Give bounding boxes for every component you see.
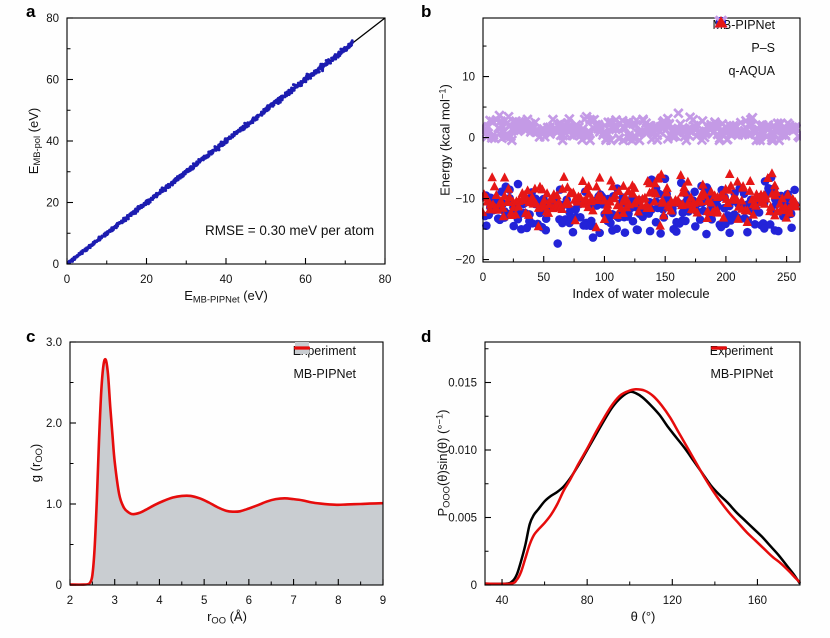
svg-text:7: 7 bbox=[290, 595, 296, 607]
svg-text:250: 250 bbox=[777, 272, 796, 284]
svg-text:4: 4 bbox=[156, 595, 163, 607]
series-P–S bbox=[482, 108, 801, 146]
svg-text:9: 9 bbox=[380, 595, 386, 607]
svg-text:6: 6 bbox=[246, 595, 252, 607]
panel-a-y-axis-title: EMB-pol (eV) bbox=[25, 107, 43, 175]
plot-frame bbox=[482, 17, 801, 263]
svg-text:0: 0 bbox=[469, 133, 475, 145]
legend-label: MB-PIPNet bbox=[710, 366, 773, 381]
svg-text:80: 80 bbox=[379, 274, 392, 286]
panel-b: b 0 50 100 150 200 250 −20 −10 0 10 Energy (kcal … bbox=[415, 0, 830, 319]
panel-d-plot: 40 80 120 160 0 0.005 0.010 0.015 bbox=[448, 341, 801, 607]
panel-c-plot: 2 3 4 5 6 7 8 9 0 1.0 2.0 3.0 bbox=[46, 337, 386, 607]
svg-text:20: 20 bbox=[140, 274, 153, 286]
svg-text:20: 20 bbox=[46, 198, 59, 210]
rmse-annotation: RMSE = 0.30 meV per atom bbox=[205, 223, 374, 238]
panel-c-x-axis-title: rOO (Å) bbox=[207, 609, 247, 626]
panel-d-y-axis-title: POOO(θ)sin(θ) (°−1) bbox=[434, 409, 452, 517]
panel-d-letter: d bbox=[421, 327, 432, 346]
svg-text:120: 120 bbox=[663, 595, 682, 607]
panel-c: c 2 3 4 5 6 7 8 9 0 1.0 2.0 3.0 g (rOO) rOO (Å) Exp… bbox=[0, 319, 415, 638]
svg-text:0: 0 bbox=[53, 259, 59, 271]
svg-text:5: 5 bbox=[201, 595, 207, 607]
panel-c-letter: c bbox=[26, 327, 36, 346]
svg-text:0: 0 bbox=[56, 580, 62, 592]
svg-text:3: 3 bbox=[112, 595, 118, 607]
svg-text:0.005: 0.005 bbox=[448, 513, 477, 525]
panel-d: d 40 80 120 160 0 0.005 0.010 0.015 POOO(θ)sin(… bbox=[415, 319, 830, 638]
svg-text:2.0: 2.0 bbox=[46, 418, 62, 430]
legend-item-p-s: P–S bbox=[714, 15, 800, 57]
svg-text:150: 150 bbox=[656, 272, 675, 284]
svg-text:10: 10 bbox=[462, 72, 475, 84]
svg-text:80: 80 bbox=[581, 595, 594, 607]
purple-x-marker-icon bbox=[714, 15, 800, 55]
legend-label: MB-PIPNet bbox=[712, 17, 775, 32]
svg-text:−20: −20 bbox=[455, 255, 475, 267]
svg-text:40: 40 bbox=[496, 595, 509, 607]
plot-frame bbox=[484, 341, 801, 586]
experiment-curve bbox=[484, 390, 801, 586]
legend-item-mb-pipnet: MB-PIPNet bbox=[293, 346, 381, 383]
series-q-AQUA bbox=[482, 168, 801, 232]
svg-text:60: 60 bbox=[46, 75, 59, 87]
panel-d-legend: Experiment MB-PIPNet bbox=[710, 341, 798, 383]
gray-box-marker-icon bbox=[294, 342, 381, 358]
panel-b-y-axis-title: Energy (kcal mol−1) bbox=[437, 84, 453, 196]
svg-text:2: 2 bbox=[67, 595, 73, 607]
svg-text:0.015: 0.015 bbox=[448, 378, 477, 390]
legend-label: MB-PIPNet bbox=[293, 366, 356, 381]
legend-label: q-AQUA bbox=[728, 63, 775, 78]
svg-text:0: 0 bbox=[480, 272, 486, 284]
svg-text:40: 40 bbox=[220, 274, 233, 286]
panel-c-y-axis-title: g (rOO) bbox=[27, 443, 45, 483]
svg-text:80: 80 bbox=[46, 13, 59, 25]
svg-text:100: 100 bbox=[595, 272, 614, 284]
red-line-marker-icon bbox=[293, 346, 381, 381]
experiment-area bbox=[70, 359, 383, 585]
legend-item-mb-pipnet: MB-PIPNet bbox=[710, 346, 798, 383]
svg-text:50: 50 bbox=[537, 272, 550, 284]
svg-text:−10: −10 bbox=[455, 194, 475, 206]
panel-b-legend: MB-PIPNet P–S q-AQUA bbox=[712, 15, 800, 80]
svg-text:0.010: 0.010 bbox=[448, 445, 477, 457]
panel-a-letter: a bbox=[26, 2, 36, 21]
panel-a-plot: 0 20 40 60 80 0 20 40 60 80 RMSE = 0.30 meV per at… bbox=[46, 13, 392, 286]
legend-label: P–S bbox=[751, 40, 775, 55]
svg-text:160: 160 bbox=[748, 595, 767, 607]
svg-text:200: 200 bbox=[716, 272, 735, 284]
red-triangle-marker-icon bbox=[714, 16, 800, 78]
svg-text:0: 0 bbox=[64, 274, 70, 286]
mb-pipnet-curve bbox=[484, 388, 801, 586]
panel-d-x-axis-title: θ (°) bbox=[630, 609, 656, 624]
panel-b-x-axis-title: Index of water molecule bbox=[572, 286, 710, 301]
svg-text:60: 60 bbox=[299, 274, 312, 286]
svg-text:3.0: 3.0 bbox=[46, 337, 62, 349]
panel-b-letter: b bbox=[421, 2, 432, 21]
svg-text:1.0: 1.0 bbox=[46, 499, 62, 511]
panel-a: a 0 20 40 60 80 0 20 40 60 80 RMSE = 0.30 meV per … bbox=[0, 0, 415, 319]
panel-a-x-axis-title: EMB-PIPNet (eV) bbox=[184, 288, 268, 305]
svg-text:40: 40 bbox=[46, 136, 59, 148]
svg-text:0: 0 bbox=[471, 580, 477, 592]
parity-scatter-band bbox=[67, 39, 354, 265]
mb-pipnet-curve bbox=[69, 357, 384, 586]
black-line-marker-icon bbox=[710, 344, 798, 358]
svg-text:8: 8 bbox=[335, 595, 341, 607]
blue-circle-marker-icon bbox=[716, 16, 800, 32]
legend-item-q-aqua: q-AQUA bbox=[714, 16, 800, 80]
red-line-marker-icon bbox=[710, 346, 798, 381]
panel-c-legend: Experiment MB-PIPNet bbox=[293, 341, 381, 383]
panel-b-plot: 0 50 100 150 200 250 −20 −10 0 10 bbox=[455, 17, 801, 284]
